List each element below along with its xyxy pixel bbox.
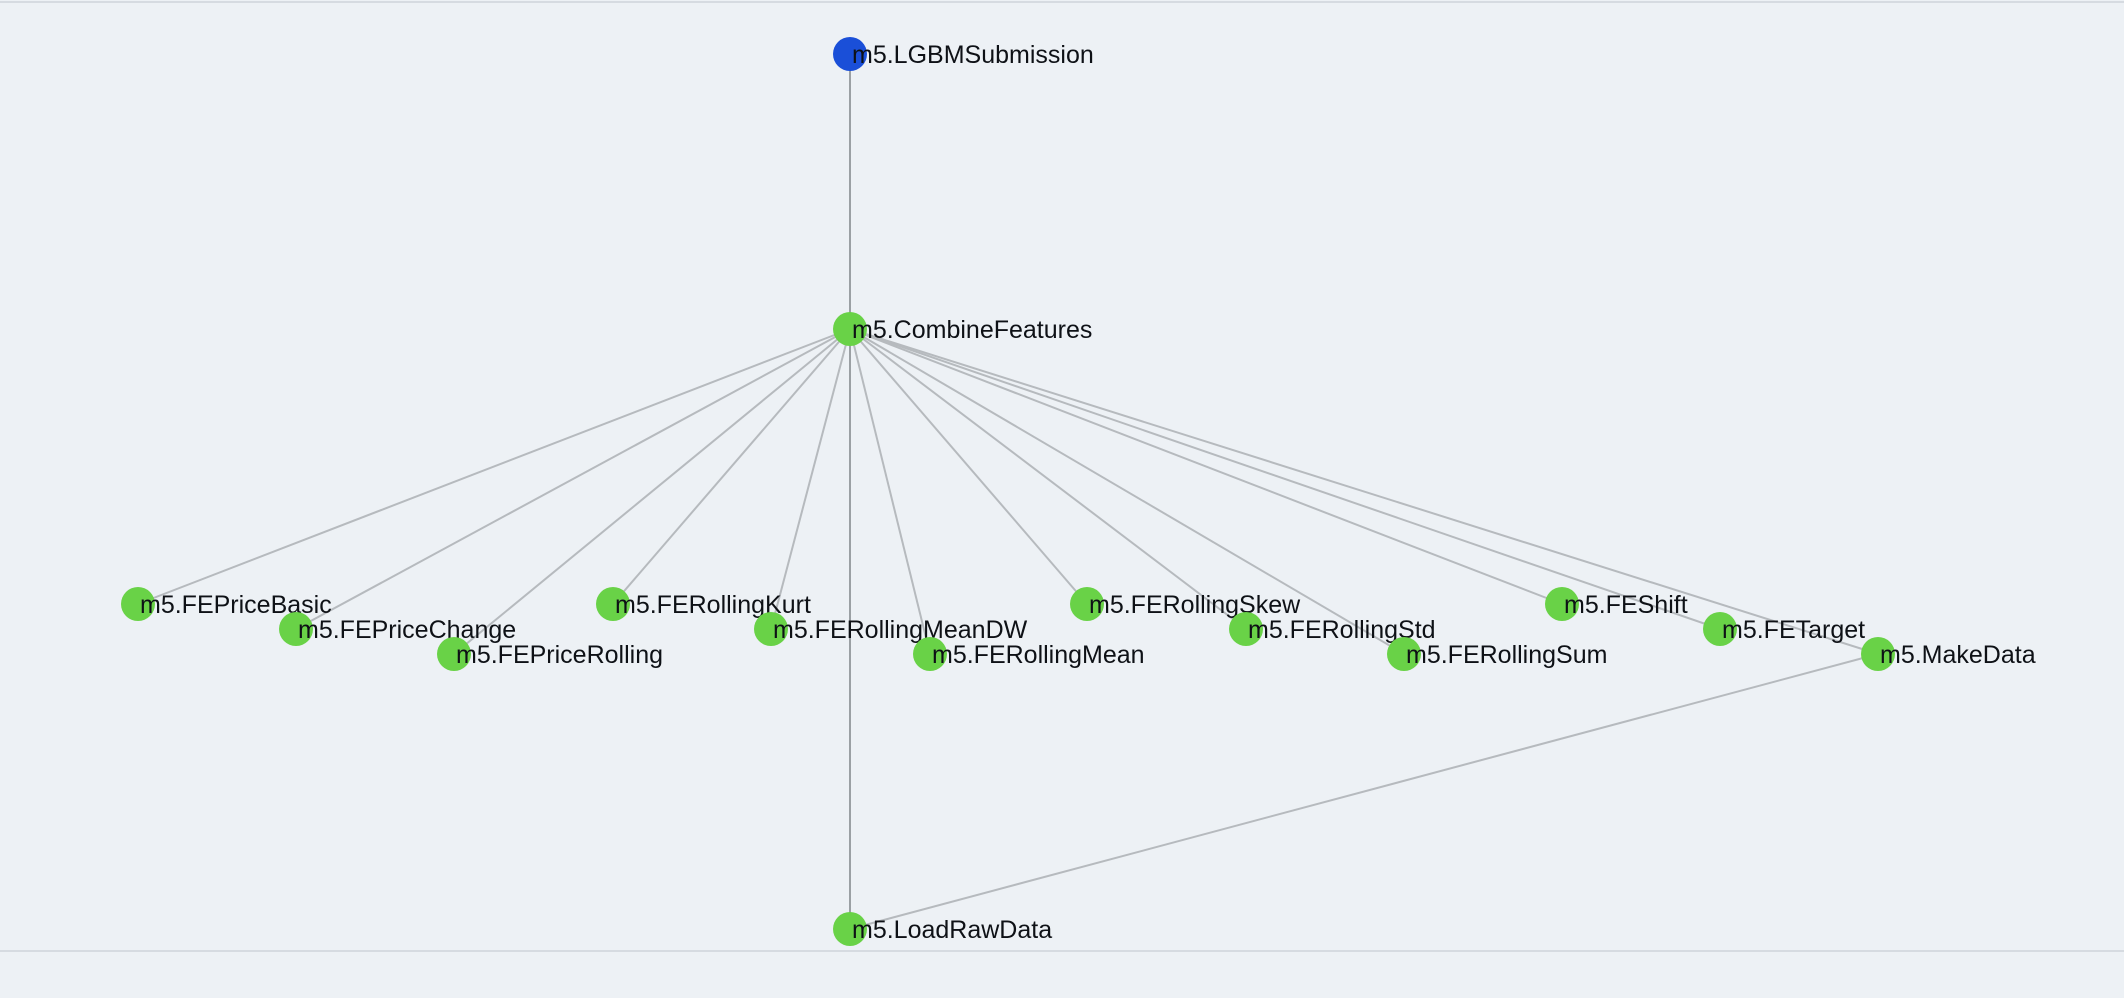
edge-combine-features-to-fe-rolling-mean-dw	[770, 328, 851, 630]
node-circle[interactable]	[833, 37, 867, 71]
edge-combine-features-to-fe-price-change	[295, 328, 851, 630]
node-label: m5.FETarget	[1722, 616, 1865, 644]
node-label: m5.FEShift	[1564, 591, 1688, 619]
node-circle[interactable]	[754, 612, 788, 646]
edge-make-data-to-load-raw-data	[849, 653, 1879, 930]
edge-combine-features-to-fe-rolling-skew	[849, 328, 1088, 605]
node-fe-rolling-mean-dw[interactable]: m5.FERollingMeanDW	[754, 612, 1028, 646]
node-label: m5.FEPriceChange	[298, 616, 516, 644]
edge-combine-features-to-make-data	[849, 328, 1879, 655]
edge-combine-features-to-fe-price-basic	[137, 328, 851, 605]
node-label: m5.LoadRawData	[852, 916, 1052, 944]
node-circle[interactable]	[1387, 637, 1421, 671]
node-fe-rolling-skew[interactable]: m5.FERollingSkew	[1070, 587, 1301, 621]
node-label: m5.FERollingKurt	[615, 591, 811, 619]
edge-combine-features-to-fe-rolling-kurt	[612, 328, 851, 605]
node-circle[interactable]	[1861, 637, 1895, 671]
node-label: m5.LGBMSubmission	[852, 41, 1094, 69]
node-label: m5.FERollingSkew	[1089, 591, 1301, 619]
node-load-raw-data[interactable]: m5.LoadRawData	[833, 912, 1052, 946]
node-circle[interactable]	[596, 587, 630, 621]
node-fe-price-rolling[interactable]: m5.FEPriceRolling	[437, 637, 663, 671]
node-circle[interactable]	[833, 912, 867, 946]
edge-combine-features-to-fe-target	[849, 328, 1721, 630]
node-label: m5.FERollingSum	[1406, 641, 1607, 669]
node-circle[interactable]	[913, 637, 947, 671]
nodes-layer: m5.LGBMSubmission m5.CombineFeatures m5.FE…	[121, 37, 2036, 946]
edge-combine-features-to-fe-rolling-mean	[849, 328, 931, 655]
node-circle[interactable]	[833, 312, 867, 346]
node-circle[interactable]	[1070, 587, 1104, 621]
node-label: m5.CombineFeatures	[852, 316, 1092, 344]
edges-layer	[137, 54, 1879, 930]
node-combine-features[interactable]: m5.CombineFeatures	[833, 312, 1092, 346]
node-circle[interactable]	[279, 612, 313, 646]
node-fe-rolling-mean[interactable]: m5.FERollingMean	[913, 637, 1145, 671]
node-label: m5.FERollingMeanDW	[773, 616, 1028, 644]
edge-combine-features-to-fe-rolling-sum	[849, 328, 1405, 655]
node-circle[interactable]	[1229, 612, 1263, 646]
node-fe-target[interactable]: m5.FETarget	[1703, 612, 1865, 646]
edge-combine-features-to-fe-shift	[849, 328, 1563, 605]
node-circle[interactable]	[1703, 612, 1737, 646]
node-lgbm-submission[interactable]: m5.LGBMSubmission	[833, 37, 1094, 71]
edge-combine-features-to-fe-price-rolling	[453, 328, 851, 655]
node-label: m5.FEPriceRolling	[456, 641, 663, 669]
node-fe-rolling-sum[interactable]: m5.FERollingSum	[1387, 637, 1607, 671]
node-fe-shift[interactable]: m5.FEShift	[1545, 587, 1688, 621]
node-circle[interactable]	[1545, 587, 1579, 621]
node-label: m5.MakeData	[1880, 641, 2036, 669]
edge-combine-features-to-fe-rolling-std	[849, 328, 1247, 630]
node-label: m5.FERollingMean	[932, 641, 1145, 669]
node-fe-price-change[interactable]: m5.FEPriceChange	[279, 612, 516, 646]
node-circle[interactable]	[437, 637, 471, 671]
node-circle[interactable]	[121, 587, 155, 621]
node-make-data[interactable]: m5.MakeData	[1861, 637, 2036, 671]
